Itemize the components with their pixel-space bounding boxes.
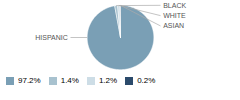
- html-text:97.2%: 97.2%: [18, 76, 41, 85]
- svg-text:WHITE: WHITE: [163, 12, 186, 19]
- svg-text:HISPANIC: HISPANIC: [35, 34, 68, 41]
- svg-text:ASIAN: ASIAN: [163, 22, 184, 29]
- svg-text:BLACK: BLACK: [163, 2, 186, 9]
- html-text:0.2%: 0.2%: [137, 76, 156, 85]
- html-text:1.2%: 1.2%: [98, 76, 118, 85]
- html-text:1.4%: 1.4%: [60, 76, 79, 85]
